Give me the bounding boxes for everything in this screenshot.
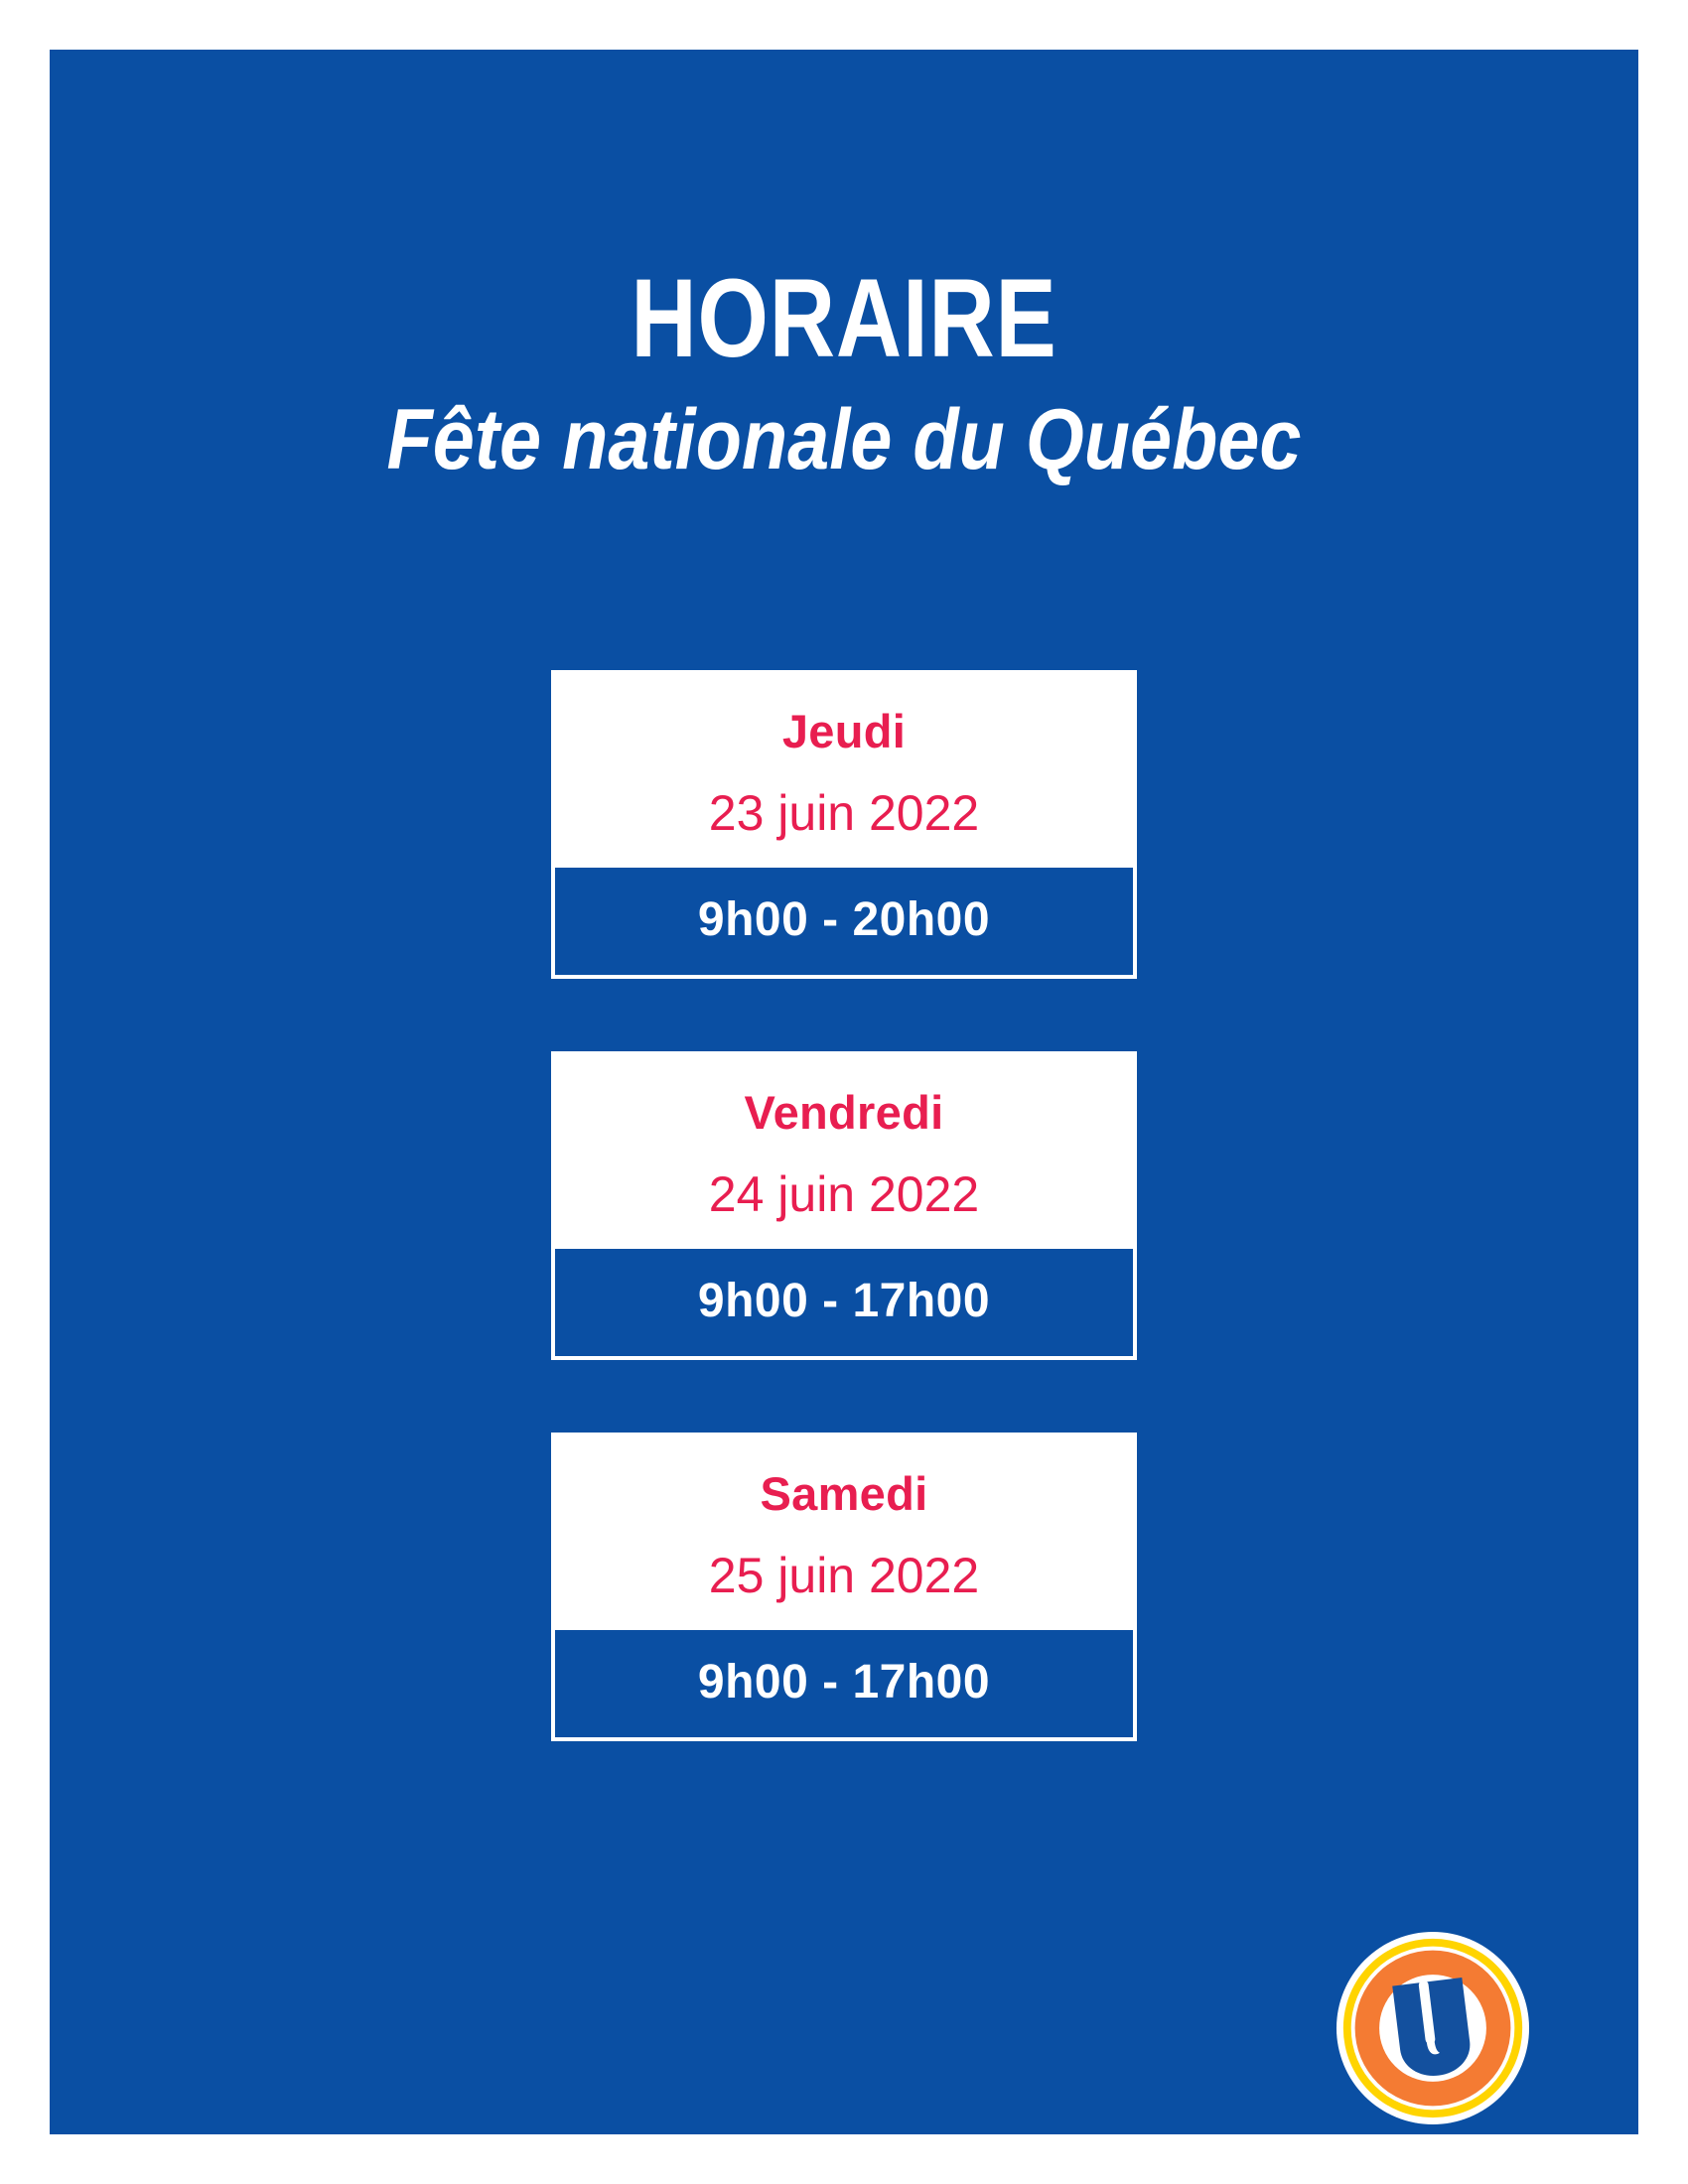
schedule-card-saturday: Samedi 25 juin 2022 9h00 - 17h00 (551, 1433, 1137, 1741)
schedule-hours-label: 9h00 - 20h00 (697, 893, 991, 946)
schedule-card-header: Jeudi 23 juin 2022 (555, 674, 1133, 868)
schedule-hours-band: 9h00 - 17h00 (555, 1249, 1133, 1356)
schedule-list: Jeudi 23 juin 2022 9h00 - 20h00 Vendredi… (551, 670, 1137, 1741)
schedule-hours-label: 9h00 - 17h00 (697, 1275, 991, 1327)
page-title: HORAIRE (631, 256, 1057, 380)
schedule-hours-label: 9h00 - 17h00 (697, 1656, 991, 1708)
uniprix-logo-icon (1336, 1931, 1530, 2125)
schedule-day-label: Jeudi (781, 705, 907, 757)
schedule-card-thursday: Jeudi 23 juin 2022 9h00 - 20h00 (551, 670, 1137, 979)
schedule-day-label: Vendredi (744, 1086, 944, 1139)
poster-panel: HORAIRE Fête nationale du Québec Jeudi 2… (50, 50, 1638, 2134)
schedule-date-label: 25 juin 2022 (708, 1548, 980, 1603)
schedule-date-label: 23 juin 2022 (708, 785, 980, 841)
page-subtitle: Fête nationale du Québec (386, 392, 1302, 487)
schedule-card-friday: Vendredi 24 juin 2022 9h00 - 17h00 (551, 1051, 1137, 1360)
schedule-card-header: Vendredi 24 juin 2022 (555, 1055, 1133, 1249)
schedule-card-header: Samedi 25 juin 2022 (555, 1436, 1133, 1630)
schedule-day-label: Samedi (760, 1467, 928, 1520)
schedule-hours-band: 9h00 - 20h00 (555, 868, 1133, 975)
schedule-date-label: 24 juin 2022 (708, 1166, 980, 1222)
poster-header: HORAIRE Fête nationale du Québec (50, 256, 1638, 488)
schedule-hours-band: 9h00 - 17h00 (555, 1630, 1133, 1737)
